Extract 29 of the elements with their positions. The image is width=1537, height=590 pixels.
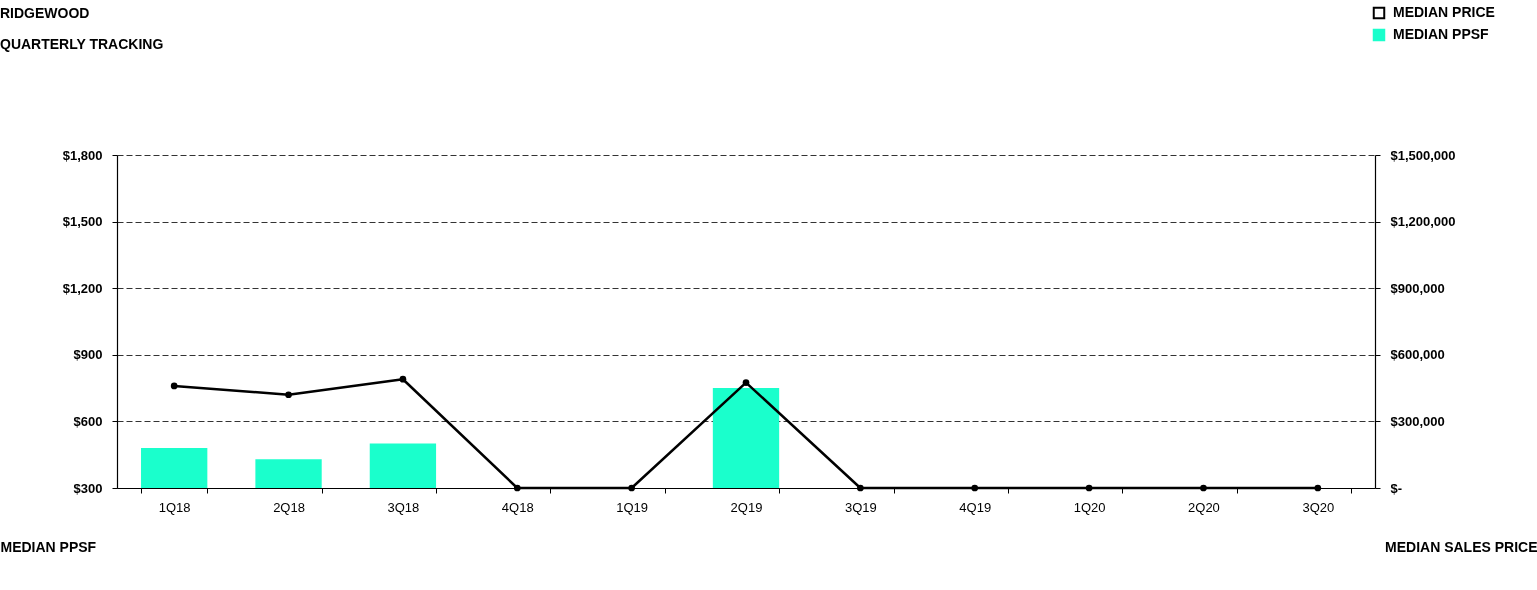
y2-tick-label: $300,000 [1390,413,1445,429]
y2-tick-label: $600,000 [1390,347,1445,363]
chart-title: RIDGEWOOD [0,5,90,21]
y2-tick-label: $1,500,000 [1390,147,1456,163]
x-tick-label: 2Q20 [1188,499,1220,515]
y2-tick-label: $900,000 [1390,280,1445,296]
x-tick-label: 1Q19 [616,499,649,515]
x-tick-label: 2Q19 [730,499,763,515]
y-tick-label: $1,800 [62,147,103,163]
y2-tick-label: $- [1390,480,1403,496]
y2-tick-label: $1,200,000 [1390,214,1456,230]
x-tick-label: 4Q18 [501,499,534,515]
x-tick-label: 1Q20 [1073,499,1106,515]
y-axis-title: MEDIAN PPSF [0,538,97,555]
y-tick-label: $300 [73,480,103,496]
x-tick-label: 3Q18 [387,499,420,515]
chart-subtitle: QUARTERLY TRACKING [0,36,164,52]
x-tick-label: 3Q19 [844,499,877,515]
legend-label: MEDIAN PRICE [1393,4,1495,20]
x-tick-label: 2Q18 [273,499,305,515]
x-tick-label: 3Q20 [1302,499,1335,515]
y-tick-label: $900 [73,347,103,363]
legend-label: MEDIAN PPSF [1393,26,1490,42]
x-tick-label: 4Q19 [959,499,992,515]
x-tick-label: 1Q18 [158,499,191,515]
y-tick-label: $1,500 [62,214,103,230]
y2-axis-title: MEDIAN SALES PRICE [1385,538,1537,555]
y-tick-label: $1,200 [62,280,103,296]
y-tick-label: $600 [73,413,103,429]
